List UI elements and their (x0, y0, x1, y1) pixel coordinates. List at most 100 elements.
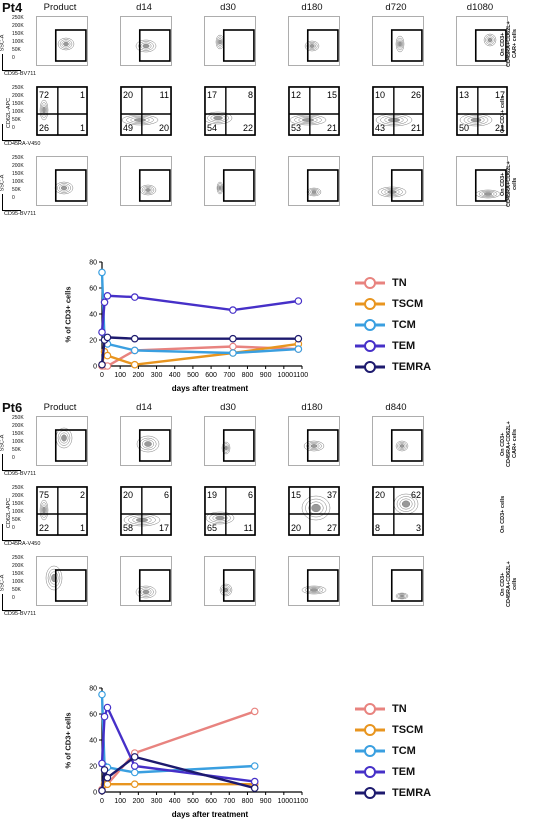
flow-panel-quadrant: 12 15 53 21 (288, 86, 340, 141)
quadrant-value: 15 (291, 490, 301, 500)
data-point-tcm (130, 768, 139, 777)
data-point-temra (98, 786, 106, 795)
contour-ring (143, 187, 153, 193)
legend-circle (364, 361, 376, 373)
contour-ring (218, 39, 222, 45)
quadrant-value: 21 (495, 123, 505, 133)
series-line-tcm (100, 272, 299, 355)
y-tick-label: 50K (12, 187, 21, 193)
contour-ring (483, 33, 497, 47)
series-line-tscm (100, 782, 255, 792)
x-tick-label: 100 (114, 372, 126, 379)
y-tick-label: 200K (12, 423, 24, 429)
x-axis-title: CD95-BV711 (4, 611, 36, 617)
y-tick-label: 0 (12, 595, 15, 601)
quad-frame (120, 486, 172, 536)
legend-item: TEM (355, 765, 415, 779)
contour-ring (219, 583, 233, 597)
contour-ring (463, 115, 489, 125)
quadrant-value: 8 (248, 90, 253, 100)
y-tick-label: 0 (12, 55, 15, 61)
contour-ring (401, 500, 411, 508)
data-point-temra (250, 784, 259, 792)
flow-plot (36, 556, 88, 606)
data-point-tem (130, 293, 139, 301)
flow-panel-gate (288, 16, 340, 71)
axis-arrow (2, 454, 21, 471)
contour-ring (398, 41, 402, 47)
flow-panel-quadrant: 19 6 65 11 (204, 486, 256, 541)
quadrant-value: 12 (291, 90, 301, 100)
data-point-tem (130, 762, 139, 770)
flow-plot: 20 6 58 17 (120, 486, 172, 536)
legend-circle (364, 703, 376, 715)
series-line-temra (100, 336, 299, 365)
legend-marker-icon (355, 340, 385, 352)
row-side-label: On CD3+ CD45RA+CD62L+ CAR+ cells (500, 21, 518, 67)
column-header: d30 (220, 2, 236, 13)
quad-frame (120, 86, 172, 136)
quadrant-value: 17 (495, 90, 505, 100)
y-tick-label: 250K (12, 155, 24, 161)
quadrant-value: 20 (123, 490, 133, 500)
contour-ring (289, 114, 327, 126)
y-tick-label: 100K (12, 579, 24, 585)
legend-item: TN (355, 276, 407, 290)
contour-ring (126, 116, 154, 124)
flow-panel-gate (372, 156, 424, 211)
y-tick-label: 50K (12, 47, 21, 53)
contour-ring (45, 565, 63, 591)
quad-frame (288, 486, 340, 536)
gate-box (390, 429, 423, 462)
quadrant-value: 75 (39, 490, 49, 500)
flow-panel-gate (120, 156, 172, 211)
legend-label: TEMRA (392, 787, 432, 799)
legend-circle (364, 745, 376, 757)
data-point-tem (103, 703, 112, 712)
quadrant-value: 20 (159, 123, 169, 133)
legend-item: TSCM (355, 723, 423, 737)
data-point-temra (103, 773, 112, 782)
flow-plot: 17 8 54 22 (203, 86, 256, 136)
contour-ring (217, 38, 223, 46)
contour-ring (399, 594, 405, 598)
y-tick-label: 0 (12, 125, 15, 131)
contour-ring (135, 585, 157, 599)
contour-ring (311, 503, 321, 513)
contour-ring (141, 186, 155, 194)
gate-box (138, 29, 171, 62)
x-axis-label: days after treatment (172, 810, 249, 819)
contour-ring (305, 498, 327, 518)
x-tick-label: 800 (242, 372, 254, 379)
legend-circle (364, 724, 376, 736)
contour-ring (59, 432, 69, 444)
quadrant-value: 26 (39, 123, 49, 133)
flow-panel-quadrant: 20 11 49 20 (120, 86, 172, 141)
flow-plot: 20 62 8 3 (372, 486, 424, 536)
quadrant-value: 49 (123, 123, 133, 133)
legend-item: TSCM (355, 297, 423, 311)
x-tick-label: 500 (187, 798, 199, 805)
flow-panel-quadrant: 10 26 43 21 (372, 86, 424, 141)
contour-ring (140, 588, 152, 596)
column-header: d840 (385, 402, 407, 413)
y-tick-label: 150K (12, 431, 24, 437)
flow-panel-gate (372, 556, 424, 611)
y-axis-title: SSC-A (0, 174, 6, 192)
plot-frame (36, 416, 88, 466)
contour-ring (483, 192, 493, 196)
flow-panel-gate (456, 16, 508, 71)
flow-plot (288, 16, 340, 66)
data-point-temra (98, 360, 106, 369)
y-axis-label: % of CD3+ cells (63, 712, 73, 769)
legend-item: TEM (355, 339, 415, 353)
legend-circle (364, 277, 376, 289)
legend-label: TSCM (392, 724, 424, 736)
contour-ring (61, 40, 71, 48)
plot-frame (288, 156, 340, 206)
y-tick-label: 200K (12, 163, 24, 169)
flow-panel-quadrant: 13 17 50 21 (456, 86, 508, 141)
flow-plot (372, 416, 424, 466)
gate-box (390, 29, 423, 62)
